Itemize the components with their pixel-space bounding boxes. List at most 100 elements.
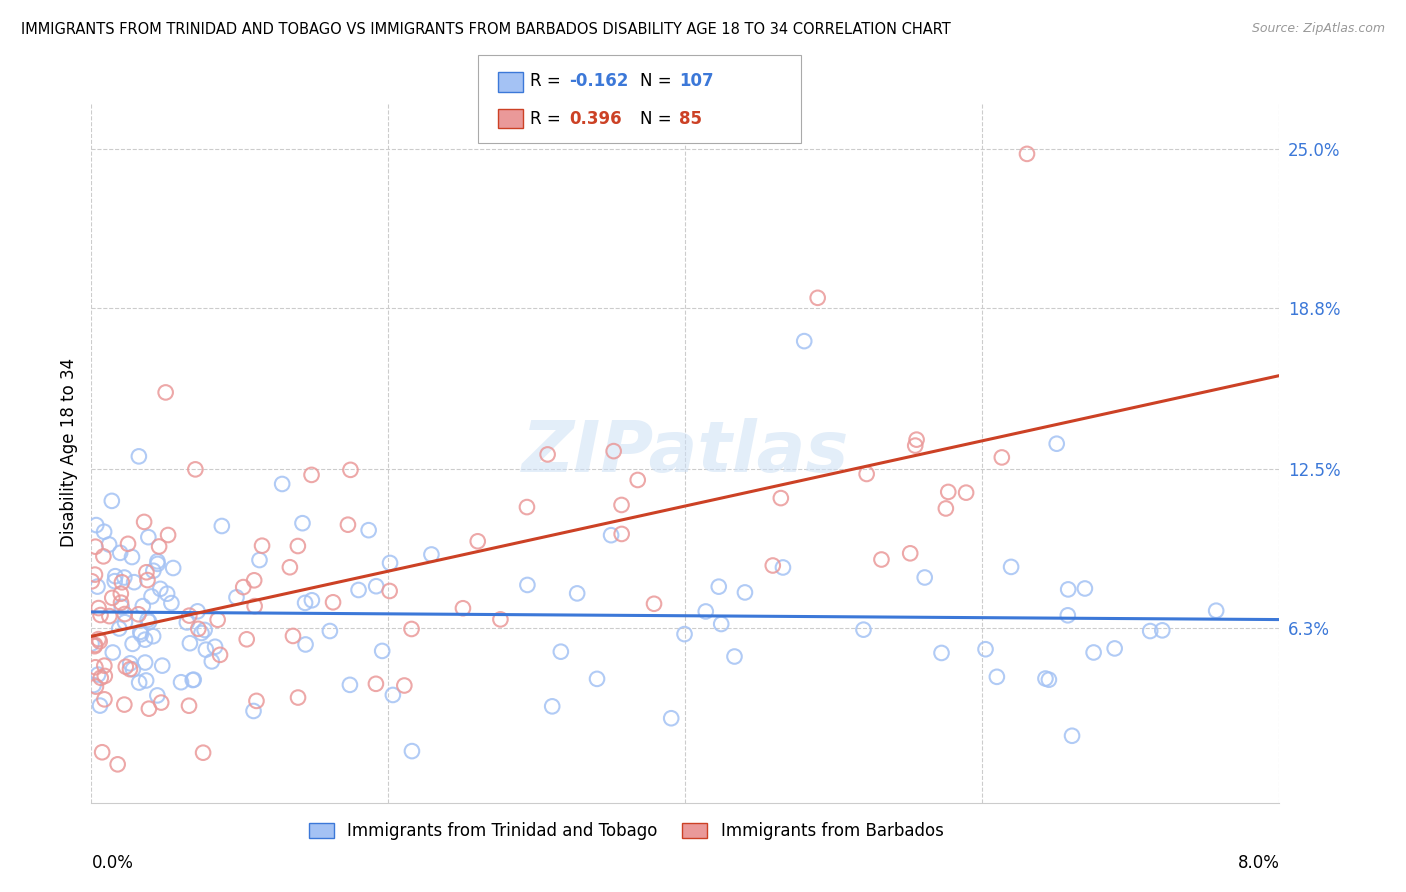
Point: [179, 608, 201, 623]
Point: [301, 467, 323, 482]
Point: [565, 586, 588, 600]
Point: [271, 477, 294, 491]
Point: [627, 473, 650, 487]
Legend: Immigrants from Trinidad and Tobago, Immigrants from Barbados: Immigrants from Trinidad and Tobago, Imm…: [302, 815, 950, 847]
Point: [401, 744, 423, 758]
Point: [602, 444, 624, 458]
Point: [204, 640, 226, 654]
Point: [90, 671, 112, 685]
Point: [855, 467, 877, 481]
Point: [586, 672, 609, 686]
Point: [281, 629, 304, 643]
Point: [245, 694, 267, 708]
Point: [160, 596, 183, 610]
Point: [394, 679, 416, 693]
Point: [1060, 729, 1083, 743]
Point: [191, 746, 214, 760]
Point: [177, 698, 200, 713]
Point: [138, 615, 160, 629]
Point: [132, 515, 155, 529]
Point: [84, 638, 107, 652]
Point: [695, 604, 717, 618]
Point: [852, 623, 875, 637]
Point: [366, 579, 388, 593]
Point: [135, 673, 157, 688]
Point: [108, 622, 131, 636]
Text: 85: 85: [679, 110, 702, 128]
Point: [772, 560, 794, 574]
Point: [807, 291, 830, 305]
Point: [83, 639, 105, 653]
Point: [122, 575, 145, 590]
Point: [1104, 641, 1126, 656]
Point: [287, 690, 309, 705]
Point: [991, 450, 1014, 465]
Text: IMMIGRANTS FROM TRINIDAD AND TOBAGO VS IMMIGRANTS FROM BARBADOS DISABILITY AGE 1: IMMIGRANTS FROM TRINIDAD AND TOBAGO VS I…: [21, 22, 950, 37]
Point: [89, 607, 111, 622]
Point: [710, 617, 733, 632]
Point: [134, 632, 156, 647]
Point: [89, 634, 111, 648]
Point: [156, 587, 179, 601]
Point: [184, 462, 207, 476]
Point: [986, 670, 1008, 684]
Point: [357, 523, 380, 537]
Point: [87, 667, 110, 681]
Point: [643, 597, 665, 611]
Point: [108, 546, 131, 560]
Point: [194, 642, 217, 657]
Point: [128, 675, 150, 690]
Text: N =: N =: [640, 72, 676, 90]
Point: [118, 662, 141, 676]
Point: [104, 569, 127, 583]
Point: [420, 548, 443, 562]
Point: [232, 580, 254, 594]
Point: [723, 649, 745, 664]
Point: [101, 494, 124, 508]
Text: ZIPatlas: ZIPatlas: [522, 418, 849, 487]
Text: 0.396: 0.396: [569, 110, 621, 128]
Point: [84, 680, 107, 694]
Point: [541, 699, 564, 714]
Point: [1000, 560, 1022, 574]
Point: [243, 574, 266, 588]
Point: [600, 528, 623, 542]
Point: [550, 645, 572, 659]
Point: [142, 564, 165, 578]
Point: [1015, 147, 1038, 161]
Point: [93, 692, 115, 706]
Point: [142, 629, 165, 643]
Point: [235, 632, 257, 647]
Text: R =: R =: [530, 72, 567, 90]
Point: [707, 580, 730, 594]
Point: [278, 560, 301, 574]
Point: [1152, 624, 1174, 638]
Point: [138, 530, 160, 544]
Point: [225, 591, 247, 605]
Point: [114, 607, 136, 621]
Point: [451, 601, 474, 615]
Point: [111, 575, 134, 590]
Point: [128, 607, 150, 622]
Point: [136, 573, 159, 587]
Point: [93, 658, 115, 673]
Point: [378, 556, 401, 570]
Point: [162, 561, 184, 575]
Point: [89, 698, 111, 713]
Point: [371, 644, 394, 658]
Point: [1056, 608, 1078, 623]
Point: [904, 439, 927, 453]
Point: [98, 609, 121, 624]
Point: [101, 646, 124, 660]
Point: [120, 657, 142, 671]
Point: [207, 613, 229, 627]
Point: [762, 558, 785, 573]
Point: [1074, 582, 1097, 596]
Point: [134, 656, 156, 670]
Point: [194, 623, 217, 637]
Text: N =: N =: [640, 110, 676, 128]
Point: [83, 678, 105, 692]
Point: [467, 534, 489, 549]
Point: [187, 622, 209, 636]
Point: [291, 516, 314, 531]
